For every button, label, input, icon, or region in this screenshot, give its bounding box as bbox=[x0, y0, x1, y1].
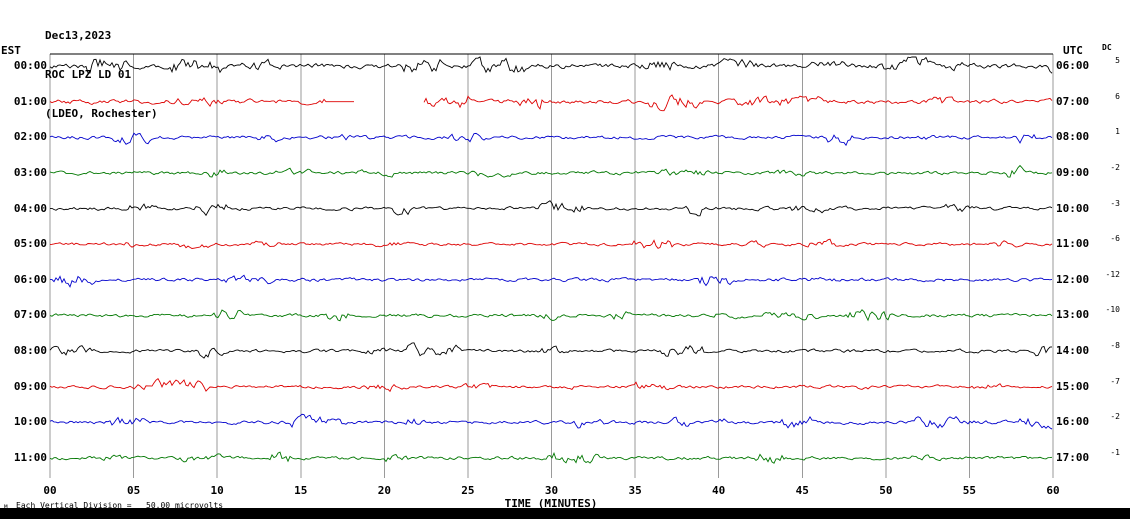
x-tick-label: 10 bbox=[210, 484, 224, 497]
dc-value: -2 bbox=[1110, 162, 1120, 172]
est-hour-label: 00:00 bbox=[13, 59, 47, 72]
utc-hour-label: 11:00 bbox=[1056, 237, 1090, 251]
x-tick-label: 00 bbox=[43, 484, 57, 497]
seismogram-trace bbox=[49, 56, 1053, 74]
est-hour-label: 07:00 bbox=[13, 308, 47, 322]
x-tick-label: 30 bbox=[544, 484, 559, 497]
seismogram-trace bbox=[49, 309, 1053, 322]
seismogram-trace bbox=[49, 274, 1053, 288]
left-timezone-label: EST bbox=[1, 44, 21, 57]
utc-hour-label: 07:00 bbox=[1056, 94, 1090, 108]
right-timezone-label: UTC bbox=[1063, 44, 1083, 57]
utc-hour-label: 09:00 bbox=[1056, 165, 1090, 179]
dc-value: -1 bbox=[1110, 448, 1120, 458]
utc-hour-label: 06:00 bbox=[1056, 59, 1090, 72]
seismogram-trace bbox=[49, 451, 1053, 464]
header-station: ROC LPZ LD 01 bbox=[45, 68, 132, 81]
dc-value: -6 bbox=[1110, 234, 1120, 244]
seismogram-trace bbox=[49, 164, 1053, 178]
utc-hour-label: 17:00 bbox=[1056, 451, 1090, 465]
est-hour-label: 01:00 bbox=[13, 94, 47, 108]
dc-value: -2 bbox=[1110, 412, 1120, 422]
seismogram-trace bbox=[49, 378, 1053, 393]
corner-mark: M bbox=[4, 504, 8, 511]
x-tick-label: 05 bbox=[126, 484, 141, 497]
x-tick-label: 55 bbox=[962, 484, 977, 497]
utc-hour-label: 13:00 bbox=[1056, 308, 1090, 322]
utc-hour-label: 12:00 bbox=[1056, 272, 1090, 286]
dc-value: -8 bbox=[1110, 341, 1120, 351]
est-hour-label: 10:00 bbox=[13, 415, 47, 429]
x-tick-label: 40 bbox=[712, 484, 726, 497]
utc-hour-label: 14:00 bbox=[1056, 344, 1090, 358]
header-location: (LDEO, Rochester) bbox=[45, 107, 158, 120]
x-tick-label: 35 bbox=[628, 484, 642, 497]
dc-value: -10 bbox=[1105, 305, 1120, 315]
seismogram-trace bbox=[49, 238, 1053, 249]
est-hour-label: 06:00 bbox=[13, 272, 47, 286]
est-hour-label: 05:00 bbox=[13, 237, 47, 251]
dc-value: 1 bbox=[1115, 127, 1120, 137]
utc-hour-label: 10:00 bbox=[1056, 201, 1090, 215]
header: Dec13,2023 ROC LPZ LD 01 (LDEO, Rocheste… bbox=[45, 3, 158, 146]
dc-value: -7 bbox=[1110, 376, 1120, 386]
seismogram-trace bbox=[49, 342, 1053, 359]
est-hour-label: 02:00 bbox=[13, 130, 47, 144]
dc-value: -12 bbox=[1105, 269, 1120, 279]
x-tick-label: 50 bbox=[879, 484, 893, 497]
seismogram-trace bbox=[49, 200, 1053, 217]
x-tick-label: 15 bbox=[294, 484, 308, 497]
est-hour-label: 08:00 bbox=[13, 344, 47, 358]
est-hour-label: 11:00 bbox=[13, 451, 47, 465]
dc-column-label: DC bbox=[1102, 43, 1112, 52]
dc-value: 5 bbox=[1115, 56, 1120, 65]
header-date: Dec13,2023 bbox=[45, 29, 112, 42]
seismogram-trace bbox=[49, 94, 1053, 112]
x-tick-label: 25 bbox=[461, 484, 475, 497]
est-hour-label: 03:00 bbox=[13, 165, 47, 179]
x-axis-title: TIME (MINUTES) bbox=[504, 497, 598, 510]
x-tick-label: 60 bbox=[1046, 484, 1060, 497]
est-hour-label: 09:00 bbox=[13, 379, 47, 393]
seismogram-trace bbox=[49, 413, 1053, 430]
utc-hour-label: 15:00 bbox=[1056, 379, 1090, 393]
bottom-bar bbox=[0, 508, 1130, 519]
dc-value: -3 bbox=[1110, 198, 1120, 208]
utc-hour-label: 08:00 bbox=[1056, 130, 1090, 144]
est-hour-label: 04:00 bbox=[13, 201, 47, 215]
dc-value: 6 bbox=[1115, 91, 1120, 101]
utc-hour-label: 16:00 bbox=[1056, 415, 1090, 429]
seismogram-trace bbox=[49, 132, 1053, 147]
x-tick-label: 45 bbox=[795, 484, 809, 497]
x-tick-label: 20 bbox=[377, 484, 391, 497]
scale-note: Each Vertical Division = 50.00 microvolt… bbox=[16, 501, 224, 510]
